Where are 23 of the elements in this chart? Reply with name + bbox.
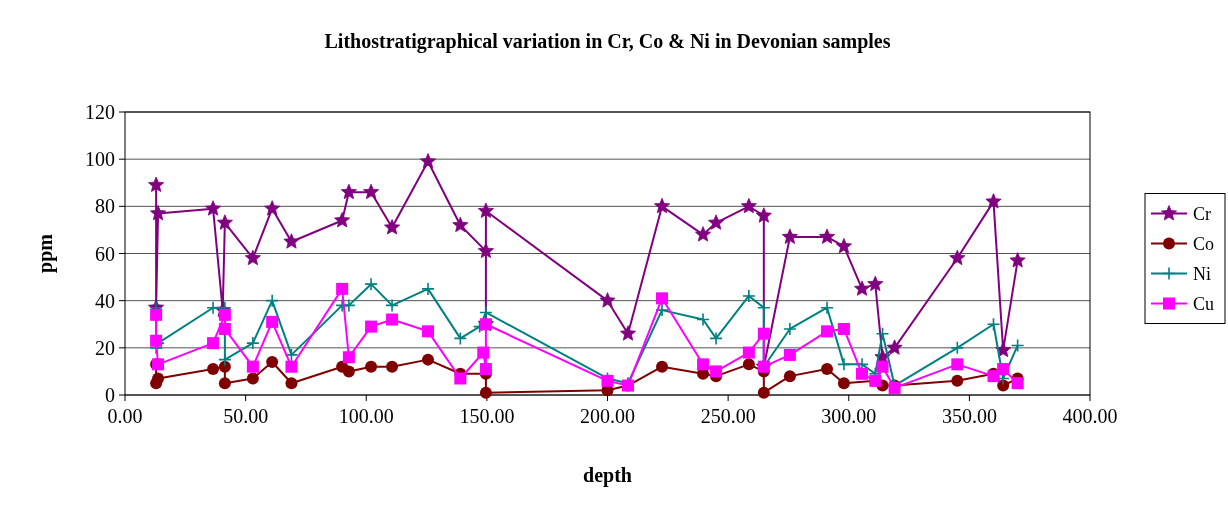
y-axis-title: ppm: [34, 233, 57, 273]
x-tick-label: 150.00: [459, 405, 515, 427]
x-tick-label: 50.00: [223, 405, 269, 427]
x-tick-label: 200.00: [580, 405, 635, 427]
x-tick-label: 0.00: [107, 405, 143, 427]
y-tick-label: 120: [85, 101, 115, 123]
legend-label: Cu: [1193, 293, 1215, 314]
y-tick-label: 20: [95, 336, 115, 359]
legend-label: Co: [1193, 233, 1215, 254]
y-tick-label: 100: [85, 148, 115, 171]
x-axis-title: depth: [583, 464, 632, 487]
x-tick-label: 250.00: [700, 405, 756, 427]
y-tick-label: 40: [95, 289, 115, 312]
y-tick-label: 0: [105, 384, 115, 406]
chart-title: Lithostratigraphical variation in Cr, Co & Ni in Devonian samples: [324, 30, 891, 53]
y-tick-label: 80: [95, 195, 115, 218]
legend-label: Cr: [1193, 203, 1212, 224]
y-tick-label: 60: [95, 242, 115, 265]
x-tick-label: 350.00: [941, 405, 997, 427]
legend-label: Ni: [1193, 263, 1211, 284]
x-tick-label: 400.00: [1062, 405, 1118, 427]
x-tick-label: 100.00: [338, 405, 394, 427]
x-tick-label: 300.00: [821, 405, 877, 427]
